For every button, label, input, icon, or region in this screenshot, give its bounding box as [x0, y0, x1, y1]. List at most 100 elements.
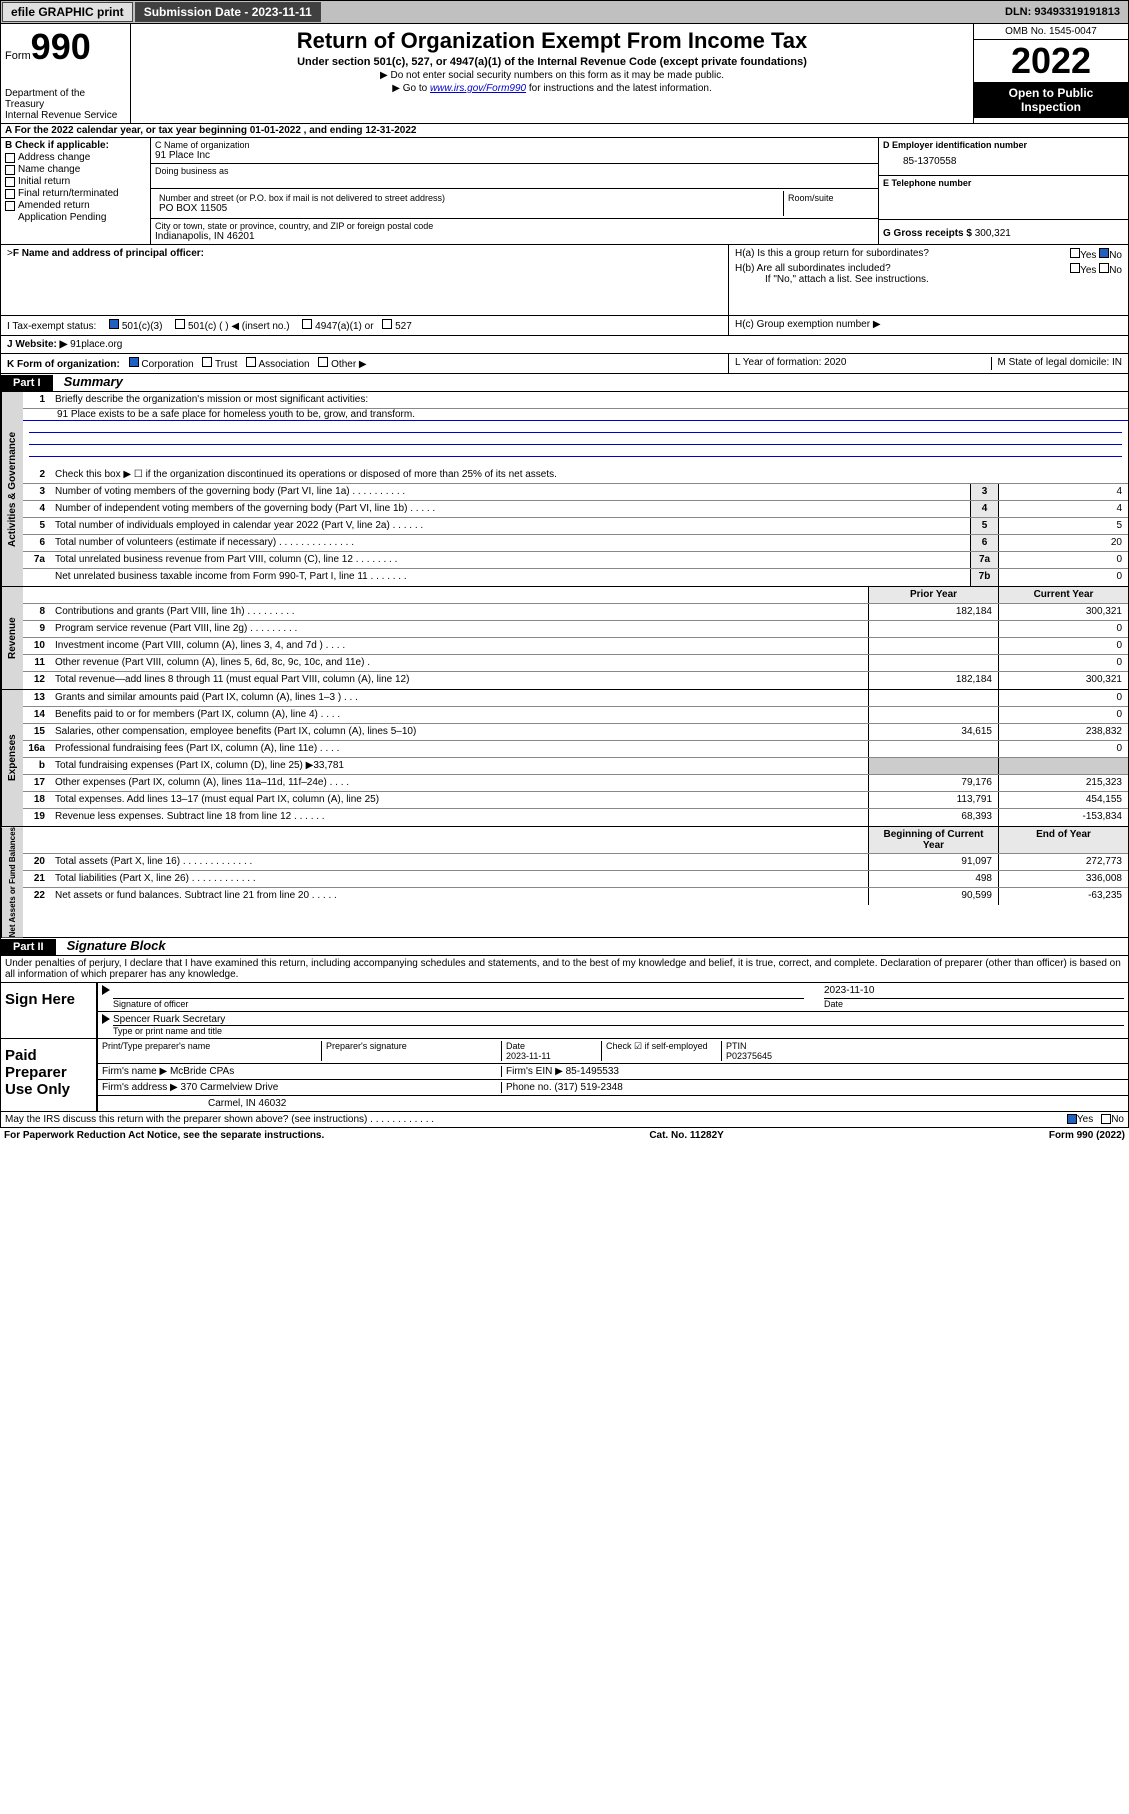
chk-527[interactable] [382, 319, 392, 329]
box-i-label: I Tax-exempt status: [7, 321, 96, 332]
dba-label: Doing business as [155, 166, 874, 176]
addr: PO BOX 11505 [159, 203, 779, 214]
chk-name[interactable] [5, 165, 15, 175]
v8c: 300,321 [998, 604, 1128, 620]
v17p: 79,176 [868, 775, 998, 791]
form-number: 990 [31, 26, 91, 68]
v22p: 90,599 [868, 888, 998, 905]
l7b: Net unrelated business taxable income fr… [51, 569, 970, 586]
irs-link[interactable]: www.irs.gov/Form990 [430, 83, 526, 94]
v20p: 91,097 [868, 854, 998, 870]
city: Indianapolis, IN 46201 [155, 231, 874, 242]
box-m: M State of legal domicile: IN [991, 357, 1123, 370]
hb-no[interactable] [1099, 263, 1109, 273]
room-label: Room/suite [784, 191, 874, 216]
l16a: Professional fundraising fees (Part IX, … [51, 741, 868, 757]
v18c: 454,155 [998, 792, 1128, 808]
prep-c2: Preparer's signature [322, 1041, 502, 1061]
v15p: 34,615 [868, 724, 998, 740]
ptin: P02375645 [726, 1051, 772, 1061]
beg-hdr: Beginning of Current Year [868, 827, 998, 853]
chk-501c[interactable] [175, 319, 185, 329]
gross-val: 300,321 [975, 228, 1011, 239]
prep-c4: Check ☑ if self-employed [602, 1041, 722, 1061]
ptin-label: PTIN [726, 1041, 747, 1051]
note-link: ▶ Go to www.irs.gov/Form990 for instruct… [135, 83, 969, 94]
chk-4947[interactable] [302, 319, 312, 329]
prep-c3: Date [506, 1041, 525, 1051]
ha-no[interactable] [1099, 248, 1109, 258]
chk-final[interactable] [5, 189, 15, 199]
v14c: 0 [998, 707, 1128, 723]
part2-header: Part II Signature Block [0, 938, 1129, 956]
page-footer: For Paperwork Reduction Act Notice, see … [0, 1128, 1129, 1143]
tax-year: 2022 [974, 40, 1128, 82]
submission-btn[interactable]: Submission Date - 2023-11-11 [135, 2, 321, 22]
chk-other[interactable] [318, 357, 328, 367]
website: 91place.org [70, 339, 122, 350]
l5: Total number of individuals employed in … [51, 518, 970, 534]
officer-name-label: Type or print name and title [113, 1026, 1124, 1036]
v10c: 0 [998, 638, 1128, 654]
discuss-yes-chk[interactable] [1067, 1114, 1077, 1124]
box-f: F Name and address of principal officer: [13, 248, 204, 259]
v16ac: 0 [998, 741, 1128, 757]
l11: Other revenue (Part VIII, column (A), li… [51, 655, 868, 671]
side-net: Net Assets or Fund Balances [1, 827, 23, 937]
ha-yes[interactable] [1070, 248, 1080, 258]
l2: Check this box ▶ ☐ if the organization d… [51, 467, 1128, 483]
hc-label: H(c) Group exemption number ▶ [728, 316, 1128, 335]
v9c: 0 [998, 621, 1128, 637]
discuss-no-chk[interactable] [1101, 1114, 1111, 1124]
inspection-badge: Open to Public Inspection [974, 82, 1128, 118]
addr-label: Number and street (or P.O. box if mail i… [159, 193, 779, 203]
v12c: 300,321 [998, 672, 1128, 689]
chk-initial[interactable] [5, 177, 15, 187]
box-j-label: J Website: ▶ [7, 339, 67, 350]
hb-note: If "No," attach a list. See instructions… [765, 274, 1122, 285]
firm-name: McBride CPAs [170, 1066, 234, 1077]
box-b-label: B Check if applicable: [5, 140, 146, 151]
chk-addr[interactable] [5, 153, 15, 163]
topbar: efile GRAPHIC print Submission Date - 20… [0, 0, 1129, 24]
irs: Internal Revenue Service [5, 110, 126, 121]
chk-trust[interactable] [202, 357, 212, 367]
gross-label: G Gross receipts $ [883, 228, 972, 239]
efile-btn[interactable]: efile GRAPHIC print [2, 2, 133, 22]
perjury: Under penalties of perjury, I declare th… [0, 956, 1129, 983]
box-l: L Year of formation: 2020 [735, 357, 991, 370]
section-f-k: >F Name and address of principal officer… [0, 245, 1129, 374]
chk-assoc[interactable] [246, 357, 256, 367]
l22: Net assets or fund balances. Subtract li… [51, 888, 868, 905]
hb-yes[interactable] [1070, 263, 1080, 273]
v15c: 238,832 [998, 724, 1128, 740]
firm-phone: (317) 519-2348 [554, 1082, 622, 1093]
end-hdr: End of Year [998, 827, 1128, 853]
l10: Investment income (Part VIII, column (A)… [51, 638, 868, 654]
l14: Benefits paid to or for members (Part IX… [51, 707, 868, 723]
v21p: 498 [868, 871, 998, 887]
chk-corp[interactable] [129, 357, 139, 367]
chk-amended[interactable] [5, 201, 15, 211]
prior-hdr: Prior Year [868, 587, 998, 603]
footer-right: Form 990 (2022) [1049, 1130, 1125, 1141]
phone-label: E Telephone number [883, 178, 1124, 188]
footer-left: For Paperwork Reduction Act Notice, see … [4, 1130, 324, 1141]
chk-501c3[interactable] [109, 319, 119, 329]
section-netassets: Net Assets or Fund Balances Beginning of… [0, 827, 1129, 938]
form-word: Form [5, 50, 31, 62]
v4: 4 [998, 501, 1128, 517]
l7a: Total unrelated business revenue from Pa… [51, 552, 970, 568]
firm-ein-label: Firm's EIN ▶ [506, 1066, 563, 1077]
form-title: Return of Organization Exempt From Incom… [135, 28, 969, 54]
section-revenue: Revenue Prior YearCurrent Year 8Contribu… [0, 587, 1129, 690]
part1-header: Part I Summary [0, 374, 1129, 392]
form-subtitle: Under section 501(c), 527, or 4947(a)(1)… [135, 56, 969, 68]
dln: DLN: 93493319191813 [997, 4, 1128, 20]
l16b: Total fundraising expenses (Part IX, col… [51, 758, 868, 774]
l13: Grants and similar amounts paid (Part IX… [51, 690, 868, 706]
v19p: 68,393 [868, 809, 998, 826]
discuss-text: May the IRS discuss this return with the… [5, 1114, 1067, 1125]
preparer-label: Paid Preparer Use Only [1, 1039, 96, 1111]
l12: Total revenue—add lines 8 through 11 (mu… [51, 672, 868, 689]
